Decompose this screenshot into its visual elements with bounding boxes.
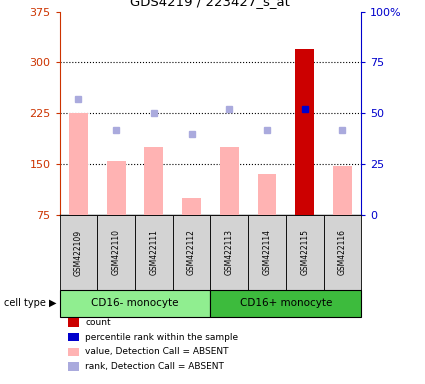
Bar [286,215,323,290]
Bar [220,147,239,215]
Bar [135,215,173,290]
Bar [173,215,210,290]
Text: GSM422115: GSM422115 [300,230,309,275]
Title: GDS4219 / 223427_s_at: GDS4219 / 223427_s_at [130,0,290,8]
Text: cell type ▶: cell type ▶ [4,298,57,308]
Text: rank, Detection Call = ABSENT: rank, Detection Call = ABSENT [85,362,224,371]
Bar [97,215,135,290]
Bar [323,215,361,290]
Bar [144,147,163,215]
Bar [60,290,210,317]
Text: count: count [85,318,110,327]
Text: GSM422109: GSM422109 [74,229,83,276]
Bar [60,215,97,290]
Bar [295,49,314,215]
Bar [69,113,88,215]
Bar [333,166,352,215]
Text: GSM422112: GSM422112 [187,230,196,275]
Text: GSM422116: GSM422116 [338,230,347,275]
Bar [210,290,361,317]
Text: CD16+ monocyte: CD16+ monocyte [240,298,332,308]
Text: CD16- monocyte: CD16- monocyte [91,298,178,308]
Bar [248,215,286,290]
Bar [182,198,201,215]
Text: GSM422113: GSM422113 [225,230,234,275]
Text: percentile rank within the sample: percentile rank within the sample [85,333,238,342]
Bar [107,161,125,215]
Text: GSM422114: GSM422114 [263,230,272,275]
Text: value, Detection Call = ABSENT: value, Detection Call = ABSENT [85,347,229,356]
Text: GSM422111: GSM422111 [149,230,158,275]
Text: GSM422110: GSM422110 [112,230,121,275]
Bar [210,215,248,290]
Bar [258,174,276,215]
